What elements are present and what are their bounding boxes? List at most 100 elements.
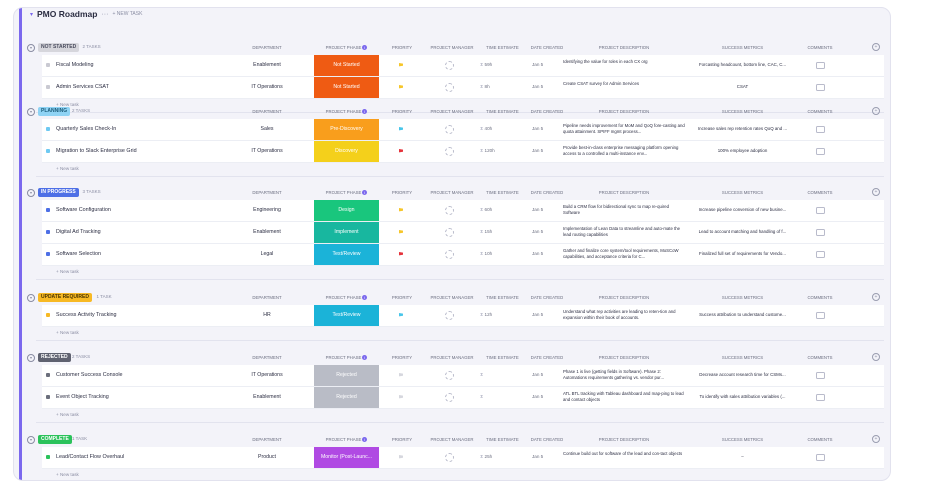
col-header-project-description[interactable]: PROJECT DESCRIPTION — [598, 45, 650, 50]
success-metrics-cell[interactable]: Increase sales rep retention rates QoQ a… — [697, 126, 788, 131]
assignee-avatar-placeholder[interactable] — [445, 453, 454, 462]
new-task-link[interactable]: + New task — [56, 330, 79, 335]
comment-icon[interactable] — [816, 207, 825, 214]
task-name[interactable]: Customer Success Console — [56, 372, 123, 378]
project-phase-cell[interactable]: Discovery — [314, 141, 379, 162]
col-header-comments[interactable]: COMMENTS — [807, 190, 833, 195]
col-header-date-created[interactable]: DATE CREATED — [530, 109, 564, 114]
comment-icon[interactable] — [816, 251, 825, 258]
add-column-icon[interactable]: + — [872, 43, 880, 51]
comment-icon[interactable] — [816, 454, 825, 461]
project-description-cell[interactable]: ATL BTL tracking with Tableau dashboard … — [563, 391, 684, 402]
status-dot[interactable] — [46, 373, 50, 377]
priority-flag-icon[interactable] — [399, 63, 403, 67]
status-badge[interactable]: UPDATE REQUIRED — [38, 293, 92, 302]
project-description-cell[interactable]: Build a CRM flow for bidirectional sync … — [563, 204, 670, 215]
col-header-project-phase[interactable]: PROJECT PHASE i — [314, 295, 379, 301]
comment-icon[interactable] — [816, 372, 825, 379]
list-menu-icon[interactable]: ··· — [101, 10, 109, 18]
time-estimate-cell[interactable]: ⧗ 60h — [480, 207, 492, 212]
comment-icon[interactable] — [816, 84, 825, 91]
success-metrics-cell[interactable]: Success attribution to understand custom… — [699, 312, 786, 317]
time-estimate-cell[interactable]: ⧗ 12h — [480, 312, 492, 317]
task-name[interactable]: Software Selection — [56, 251, 101, 257]
status-badge[interactable]: PLANNING — [38, 107, 71, 116]
col-header-department[interactable]: DEPARTMENT — [252, 355, 282, 360]
status-dot[interactable] — [46, 85, 50, 89]
col-header-project-description[interactable]: PROJECT DESCRIPTION — [598, 109, 650, 114]
assignee-avatar-placeholder[interactable] — [445, 371, 454, 380]
department-cell[interactable]: Legal — [260, 251, 274, 257]
assignee-avatar-placeholder[interactable] — [445, 206, 454, 215]
success-metrics-cell[interactable]: Forcasting headcount, bottom line, CAC, … — [698, 62, 787, 67]
col-header-time-estimate[interactable]: TIME ESTIMATE — [486, 295, 519, 300]
project-description-cell[interactable]: Implementation of Lean Data to streamlin… — [563, 226, 681, 237]
project-phase-cell[interactable]: Design — [314, 200, 379, 221]
info-icon[interactable]: i — [362, 295, 368, 301]
project-description-cell[interactable]: Gather and finalize core system/tool req… — [563, 248, 679, 259]
col-header-date-created[interactable]: DATE CREATED — [530, 190, 564, 195]
info-icon[interactable]: i — [362, 109, 368, 115]
date-created-cell[interactable]: Jan 5 — [532, 126, 544, 131]
col-header-time-estimate[interactable]: TIME ESTIMATE — [486, 355, 519, 360]
department-cell[interactable]: Sales — [260, 126, 274, 132]
department-cell[interactable]: Product — [258, 454, 276, 460]
task-name[interactable]: Lead/Contact Flow Overhaul — [56, 454, 125, 460]
success-metrics-cell[interactable]: 100% employee adoption — [717, 148, 768, 153]
new-task-link[interactable]: + New task — [56, 412, 79, 417]
status-badge[interactable]: COMPLETE — [38, 435, 72, 444]
time-estimate-cell[interactable]: ⧗ 15h — [480, 229, 492, 234]
task-name[interactable]: Quarterly Sales Check-In — [56, 126, 117, 132]
success-metrics-cell[interactable]: Lead to account matching and handling of… — [698, 229, 787, 234]
assignee-avatar-placeholder[interactable] — [445, 393, 454, 402]
project-phase-cell[interactable]: Not Started — [314, 77, 379, 98]
col-header-department[interactable]: DEPARTMENT — [252, 45, 282, 50]
comment-icon[interactable] — [816, 229, 825, 236]
list-title[interactable]: PMO Roadmap — [37, 9, 98, 19]
status-dot[interactable] — [46, 127, 50, 131]
time-estimate-cell[interactable]: ⧗ 25h — [480, 454, 492, 459]
task-name[interactable]: Migration to Slack Enterprise Grid — [56, 148, 137, 154]
table-row[interactable]: Fiscal Modeling Enablement Not Started ⧗ 59… — [42, 55, 884, 77]
project-phase-cell[interactable]: Test/Review — [314, 305, 379, 326]
status-badge[interactable]: NOT STARTED — [38, 43, 80, 52]
time-estimate-cell[interactable]: ⧗ — [480, 394, 483, 399]
department-cell[interactable]: IT Operations — [251, 84, 283, 90]
success-metrics-cell[interactable]: Increase pipeline conversion of new busi… — [698, 207, 787, 212]
date-created-cell[interactable]: Jan 5 — [532, 312, 544, 317]
department-cell[interactable]: HR — [263, 312, 271, 318]
collapse-group-icon[interactable]: ▾ — [27, 108, 35, 116]
col-header-project-description[interactable]: PROJECT DESCRIPTION — [598, 295, 650, 300]
task-name[interactable]: Digital Ad Tracking — [56, 229, 101, 235]
col-header-department[interactable]: DEPARTMENT — [252, 190, 282, 195]
status-dot[interactable] — [46, 63, 50, 67]
col-header-priority[interactable]: PRIORITY — [391, 437, 413, 442]
department-cell[interactable]: Enablement — [253, 394, 281, 400]
status-dot[interactable] — [46, 395, 50, 399]
add-column-icon[interactable]: + — [872, 107, 880, 115]
col-header-project-phase[interactable]: PROJECT PHASE i — [314, 437, 379, 443]
chevron-down-icon[interactable]: ▾ — [30, 11, 34, 18]
comment-icon[interactable] — [816, 394, 825, 401]
col-header-project-description[interactable]: PROJECT DESCRIPTION — [598, 437, 650, 442]
success-metrics-cell[interactable]: Finalized full set of requirements for V… — [699, 251, 786, 256]
col-header-priority[interactable]: PRIORITY — [391, 109, 413, 114]
col-header-time-estimate[interactable]: TIME ESTIMATE — [486, 437, 519, 442]
col-header-project-description[interactable]: PROJECT DESCRIPTION — [598, 355, 650, 360]
status-dot[interactable] — [46, 313, 50, 317]
task-name[interactable]: Admin Services CSAT — [56, 84, 109, 90]
collapse-group-icon[interactable]: ▾ — [27, 44, 35, 52]
col-header-project-phase[interactable]: PROJECT PHASE i — [314, 45, 379, 51]
table-row[interactable]: Software Selection Legal Test/Review ⧗ 10h J… — [42, 244, 884, 266]
priority-flag-icon[interactable] — [399, 230, 403, 234]
new-task-link[interactable]: + New task — [56, 472, 79, 477]
collapse-group-icon[interactable]: ▾ — [27, 436, 35, 444]
table-row[interactable]: Quarterly Sales Check-In Sales Pre-Discove… — [42, 119, 884, 141]
success-metrics-cell[interactable]: To identify with sales attribution varia… — [699, 394, 786, 399]
project-phase-cell[interactable]: Rejected — [314, 365, 379, 386]
collapse-group-icon[interactable]: ▾ — [27, 354, 35, 362]
priority-flag-icon[interactable] — [399, 313, 403, 317]
col-header-comments[interactable]: COMMENTS — [807, 45, 833, 50]
date-created-cell[interactable]: Jan 5 — [532, 394, 544, 399]
date-created-cell[interactable]: Jan 5 — [532, 229, 544, 234]
